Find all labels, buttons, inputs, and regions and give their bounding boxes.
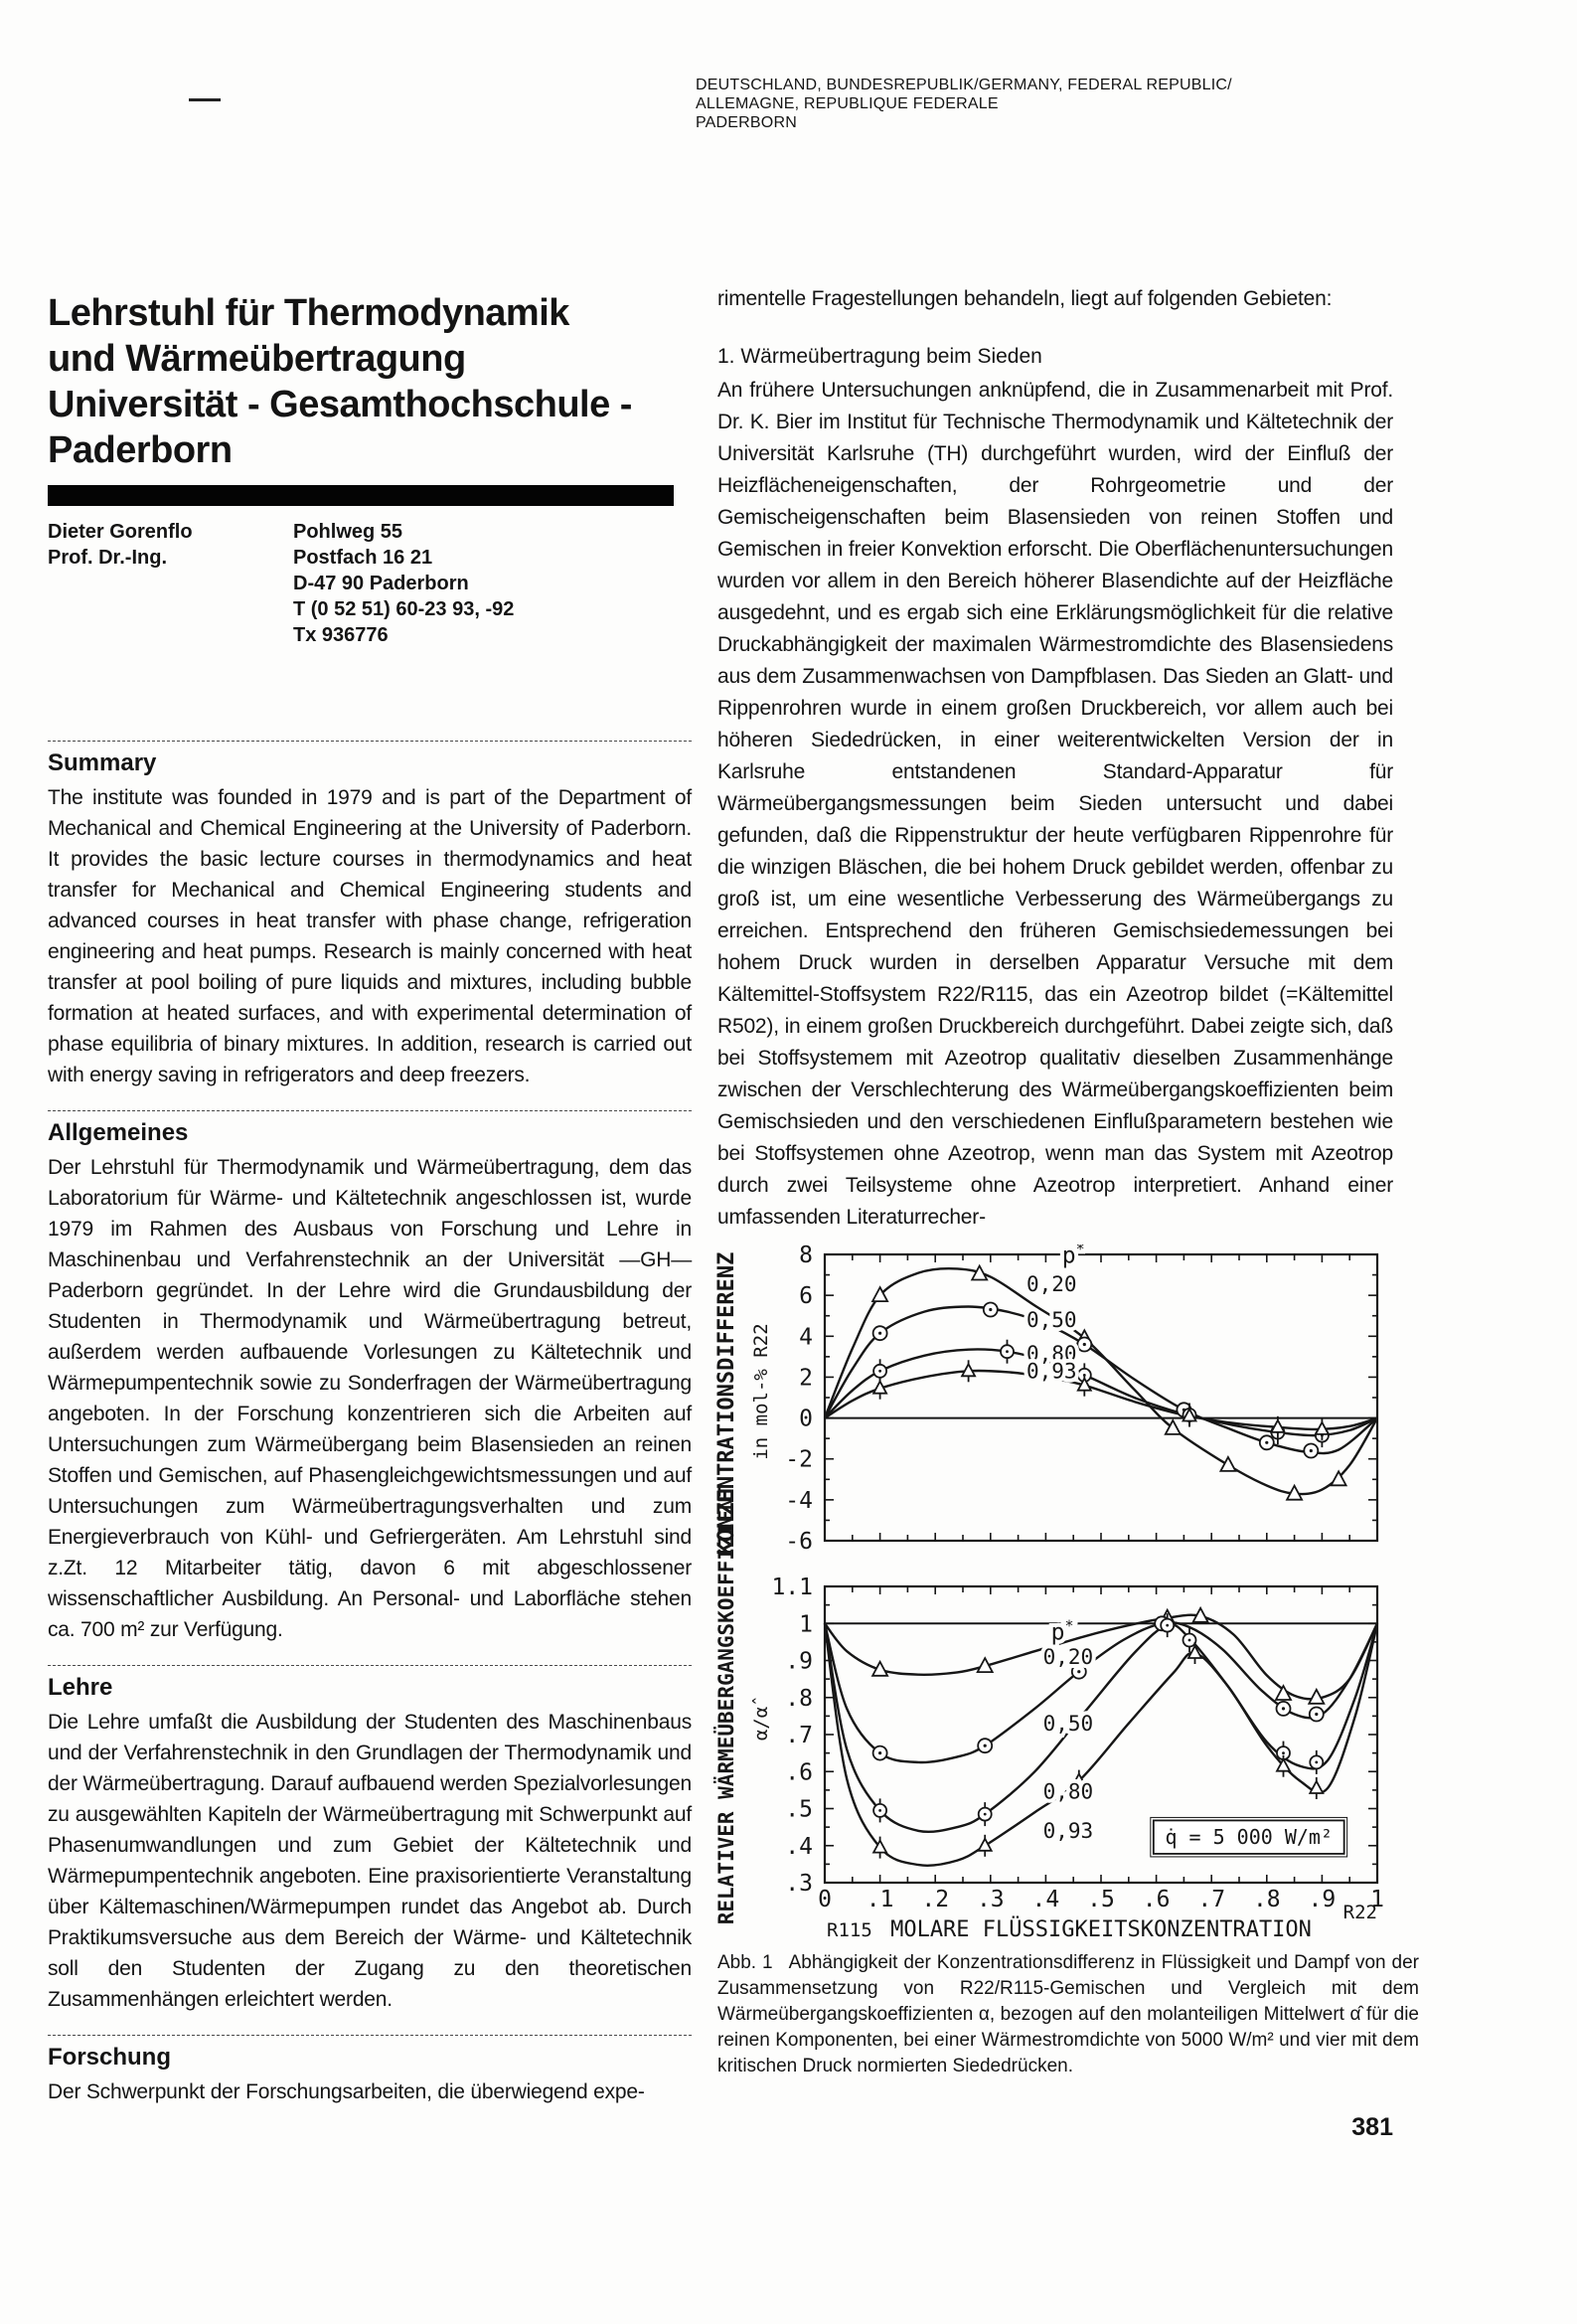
address-line-phone: T (0 52 51) 60-23 93, -92 — [293, 598, 515, 620]
contact-role: Prof. Dr.-Ing. — [48, 547, 167, 569]
figure-caption-text: Abhängigkeit der Konzentrationsdifferenz… — [717, 1952, 1419, 2076]
svg-text:1: 1 — [799, 1611, 813, 1637]
svg-text:1: 1 — [1370, 1887, 1384, 1912]
section-heading: Lehre — [48, 1674, 113, 1701]
address-line: Postfach 16 21 — [293, 547, 433, 569]
contact-person: Dieter Gorenflo Prof. Dr.-Ing. — [48, 519, 293, 648]
svg-text:q̇ = 5 000 W/m²: q̇ = 5 000 W/m² — [1165, 1825, 1333, 1849]
svg-text:0,20: 0,20 — [1043, 1645, 1094, 1669]
svg-text:.9: .9 — [785, 1649, 813, 1675]
paragraph-intro: rimentelle Fragestellungen behandeln, li… — [717, 287, 1333, 310]
title-line: Universität - Gesamthochschule - — [48, 384, 632, 425]
svg-text:-4: -4 — [785, 1488, 813, 1514]
svg-text:0,93: 0,93 — [1043, 1819, 1094, 1843]
scan-artifact — [189, 98, 221, 101]
header-line-country: DEUTSCHLAND, BUNDESREPUBLIK/GERMANY, FED… — [696, 77, 1232, 93]
svg-text:0,20: 0,20 — [1026, 1272, 1077, 1296]
chart-svg: 86420-2-4-60,200,500,800,93p*KONZENTRATI… — [713, 1245, 1397, 1940]
svg-text:0,93: 0,93 — [1026, 1360, 1077, 1384]
section-allgemeines: Allgemeines Der Lehrstuhl für Thermodyna… — [48, 1110, 692, 1645]
contact-name: Dieter Gorenflo — [48, 521, 193, 543]
svg-text:8: 8 — [799, 1245, 813, 1268]
section-forschung: Forschung Der Schwerpunkt der Forschungs… — [48, 2035, 692, 2107]
right-column: rimentelle Fragestellungen behandeln, li… — [717, 283, 1393, 1234]
title-line: Lehrstuhl für Thermodynamik — [48, 292, 569, 334]
contact-block: Dieter Gorenflo Prof. Dr.-Ing. Pohlweg 5… — [48, 519, 692, 648]
svg-text:.7: .7 — [785, 1723, 813, 1748]
header-line-country-fr: ALLEMAGNE, REPUBLIQUE FEDERALE — [696, 95, 999, 112]
svg-text:.1: .1 — [867, 1887, 894, 1912]
svg-text:.3: .3 — [977, 1887, 1005, 1912]
svg-text:0,50: 0,50 — [1043, 1712, 1094, 1736]
svg-text:RELATIVER WÄRMEÜBERGANGSKOEFFI: RELATIVER WÄRMEÜBERGANGSKOEFFIZIENT — [713, 1485, 738, 1925]
svg-text:-6: -6 — [785, 1529, 813, 1555]
svg-text:-2: -2 — [785, 1447, 813, 1473]
svg-text:0,80: 0,80 — [1043, 1780, 1094, 1804]
svg-text:.5: .5 — [1087, 1887, 1115, 1912]
section-lehre: Lehre Die Lehre umfaßt die Ausbildung de… — [48, 1665, 692, 2015]
figure-caption-label: Abb. 1 — [717, 1952, 773, 1973]
svg-text:4: 4 — [799, 1324, 813, 1350]
left-column: Lehrstuhl für Thermodynamik und Wärmeübe… — [48, 290, 692, 2107]
svg-text:0: 0 — [818, 1887, 832, 1912]
section-body: Der Lehrstuhl für Thermodynamik und Wärm… — [48, 1156, 692, 1641]
svg-text:.8: .8 — [1253, 1887, 1281, 1912]
svg-text:R115: R115 — [827, 1919, 872, 1940]
page-number: 381 — [1351, 2113, 1393, 2141]
section-body: The institute was founded in 1979 and is… — [48, 786, 692, 1086]
paragraph-body: An frühere Untersuchungen anknüpfend, di… — [717, 379, 1393, 1229]
figure-caption: Abb. 1 Abhängigkeit der Konzentrationsdif… — [717, 1950, 1419, 2079]
figure-chart: 8 6 4 2 0 -2 -4 -6 0,20 0,50 0,80 0,93 p* KONZENTRATI… — [713, 1245, 1397, 1940]
svg-text:.3: .3 — [785, 1871, 813, 1897]
title-line: Paderborn — [48, 429, 233, 471]
svg-text:.9: .9 — [1309, 1887, 1337, 1912]
svg-text:0: 0 — [799, 1407, 813, 1432]
svg-text:.4: .4 — [1032, 1887, 1060, 1912]
svg-text:.7: .7 — [1197, 1887, 1225, 1912]
title-line: und Wärmeübertragung — [48, 338, 466, 380]
institute-title: Lehrstuhl für Thermodynamik und Wärmeübe… — [48, 290, 692, 473]
section-heading: Allgemeines — [48, 1119, 189, 1146]
svg-text:1.1: 1.1 — [771, 1575, 813, 1600]
address-line: D-47 90 Paderborn — [293, 573, 469, 594]
section-heading: Forschung — [48, 2044, 171, 2071]
svg-text:2: 2 — [799, 1365, 813, 1391]
contact-address: Pohlweg 55 Postfach 16 21 D-47 90 Paderb… — [293, 519, 514, 648]
svg-text:0,50: 0,50 — [1026, 1308, 1077, 1332]
svg-text:α/α̂: α/α̂ — [750, 1698, 772, 1741]
svg-text:.6: .6 — [1143, 1887, 1171, 1912]
svg-text:KONZENTRATIONSDIFFERENZ: KONZENTRATIONSDIFFERENZ — [714, 1252, 739, 1556]
svg-text:6: 6 — [799, 1283, 813, 1309]
section-heading: Summary — [48, 749, 157, 776]
svg-text:.5: .5 — [785, 1797, 813, 1823]
svg-text:.6: .6 — [785, 1759, 813, 1785]
svg-text:R22: R22 — [1343, 1902, 1377, 1923]
topic-heading: 1. Wärmeübertragung beim Sieden — [717, 345, 1042, 368]
section-body: Die Lehre umfaßt die Ausbildung der Stud… — [48, 1711, 692, 2011]
svg-text:in mol-% R22: in mol-% R22 — [750, 1323, 772, 1459]
address-line-telex: Tx 936776 — [293, 624, 389, 646]
svg-text:MOLARE FLÜSSIGKEITSKONZENTRATI: MOLARE FLÜSSIGKEITSKONZENTRATION — [890, 1916, 1312, 1940]
section-summary: Summary The institute was founded in 197… — [48, 741, 692, 1090]
svg-text:0,80: 0,80 — [1026, 1342, 1077, 1366]
svg-text:.8: .8 — [785, 1686, 813, 1712]
section-body: Der Schwerpunkt der Forschungsarbeiten, … — [48, 2080, 645, 2103]
svg-text:.2: .2 — [921, 1887, 949, 1912]
address-line: Pohlweg 55 — [293, 521, 403, 543]
header-region: DEUTSCHLAND, BUNDESREPUBLIK/GERMANY, FED… — [696, 76, 1232, 132]
header-line-city: PADERBORN — [696, 114, 797, 131]
svg-text:.4: .4 — [785, 1834, 813, 1860]
divider-bar — [48, 485, 674, 506]
